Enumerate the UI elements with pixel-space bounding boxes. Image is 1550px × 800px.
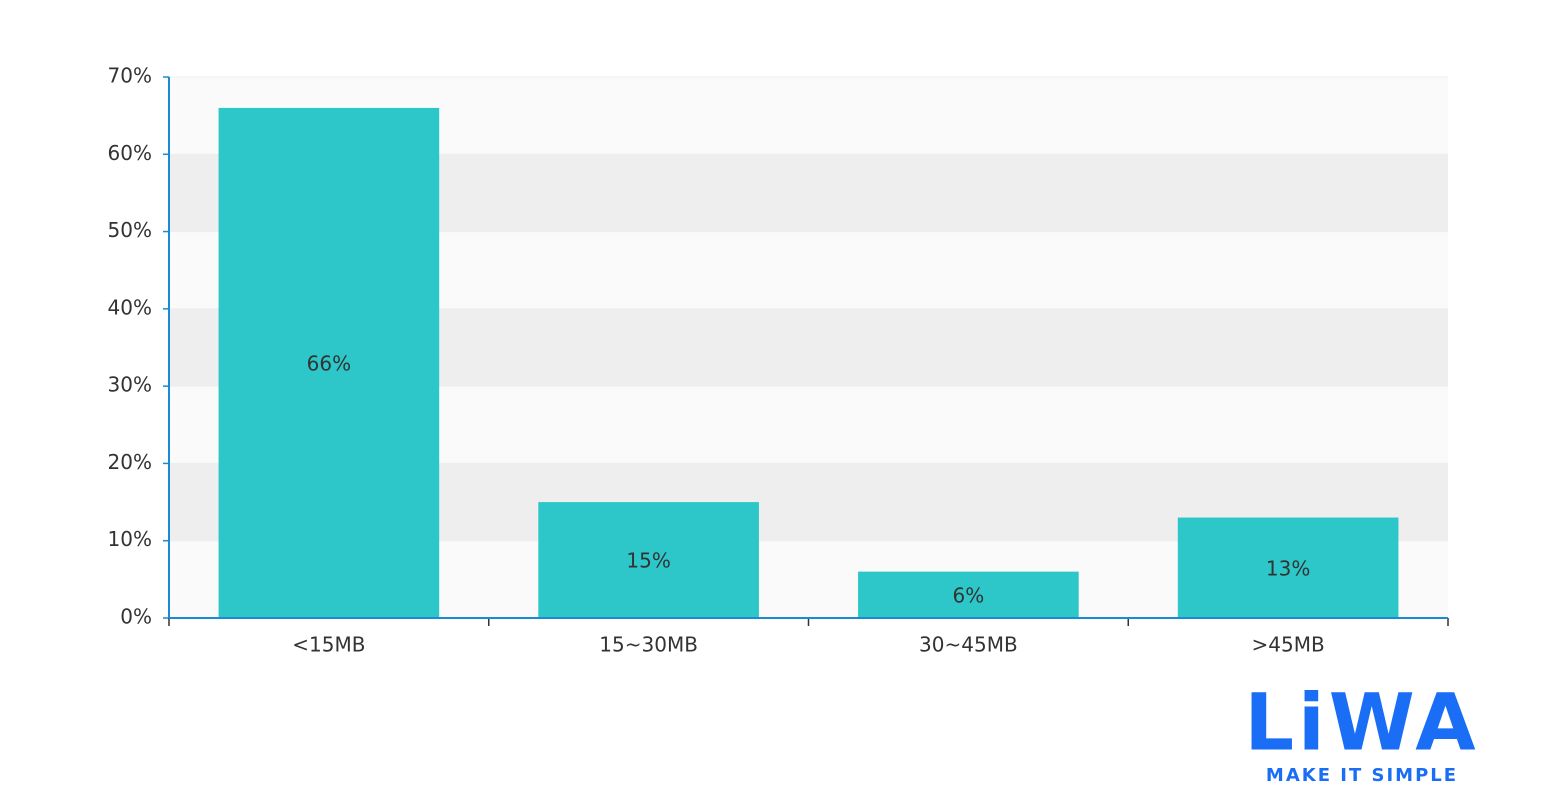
x-tick-label: 30~45MB bbox=[919, 633, 1018, 657]
y-tick-label: 40% bbox=[108, 295, 152, 319]
x-tick-label: 15~30MB bbox=[599, 633, 698, 657]
bar bbox=[858, 571, 1079, 618]
y-tick-label: 10% bbox=[108, 527, 152, 551]
bar bbox=[538, 502, 759, 618]
value-label: 6% bbox=[953, 583, 985, 607]
y-tick-label: 60% bbox=[108, 141, 152, 165]
y-tick-label: 0% bbox=[120, 605, 152, 629]
bar bbox=[1177, 517, 1399, 618]
y-tick-label: 70% bbox=[108, 64, 152, 88]
value-label: 13% bbox=[1266, 556, 1310, 580]
x-tick-label: <15MB bbox=[292, 633, 365, 657]
logo-tagline: MAKE IT SIMPLE bbox=[1266, 765, 1458, 786]
value-label: 66% bbox=[307, 351, 351, 375]
x-tick-label: >45MB bbox=[1252, 633, 1325, 657]
bar bbox=[218, 107, 440, 619]
y-tick-label: 50% bbox=[108, 218, 152, 242]
y-tick-label: 30% bbox=[108, 373, 152, 397]
logo-name: LiWA bbox=[1244, 678, 1479, 768]
y-tick-label: 20% bbox=[108, 450, 152, 474]
value-label: 15% bbox=[626, 549, 670, 573]
